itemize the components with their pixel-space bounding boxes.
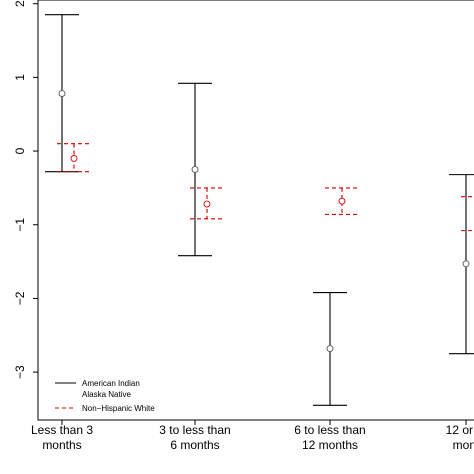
error-bars — [45, 14, 474, 406]
legend-label: Non−Hispanic White — [82, 404, 155, 413]
mean-point — [70, 154, 78, 162]
x-tick-label: 12 or m — [446, 423, 474, 437]
mean-point — [191, 166, 199, 173]
x-tick-label: 6 months — [170, 438, 219, 452]
y-tick-label: 2 — [13, 0, 27, 7]
y-tick-label: −2 — [13, 291, 27, 305]
mean-point — [338, 197, 346, 205]
x-tick-label: 12 months — [302, 438, 358, 452]
y-axis-ticks: 2 1 0 −1 −2 −3 — [13, 0, 38, 379]
y-tick-label: −3 — [13, 365, 27, 379]
plot-frame — [37, 0, 474, 421]
legend-box — [48, 372, 183, 416]
x-tick-label: 6 to less than — [294, 423, 365, 437]
legend: American Indian Alaska Native Non−Hispanic… — [48, 372, 183, 416]
mean-point — [326, 345, 334, 352]
mean-point — [203, 200, 211, 208]
x-tick-label: months — [42, 438, 81, 452]
x-tick-label: Less than 3 — [31, 423, 93, 437]
y-tick-label: 0 — [13, 147, 27, 154]
y-tick-label: −1 — [13, 218, 27, 232]
x-tick-label: mont — [453, 438, 474, 452]
mean-point — [58, 90, 66, 98]
mean-point — [462, 260, 470, 268]
x-tick-label: 3 to less than — [159, 423, 230, 437]
legend-label: American Indian — [82, 379, 140, 388]
y-tick-label: 1 — [13, 74, 27, 81]
legend-label: Alaska Native — [82, 390, 131, 399]
